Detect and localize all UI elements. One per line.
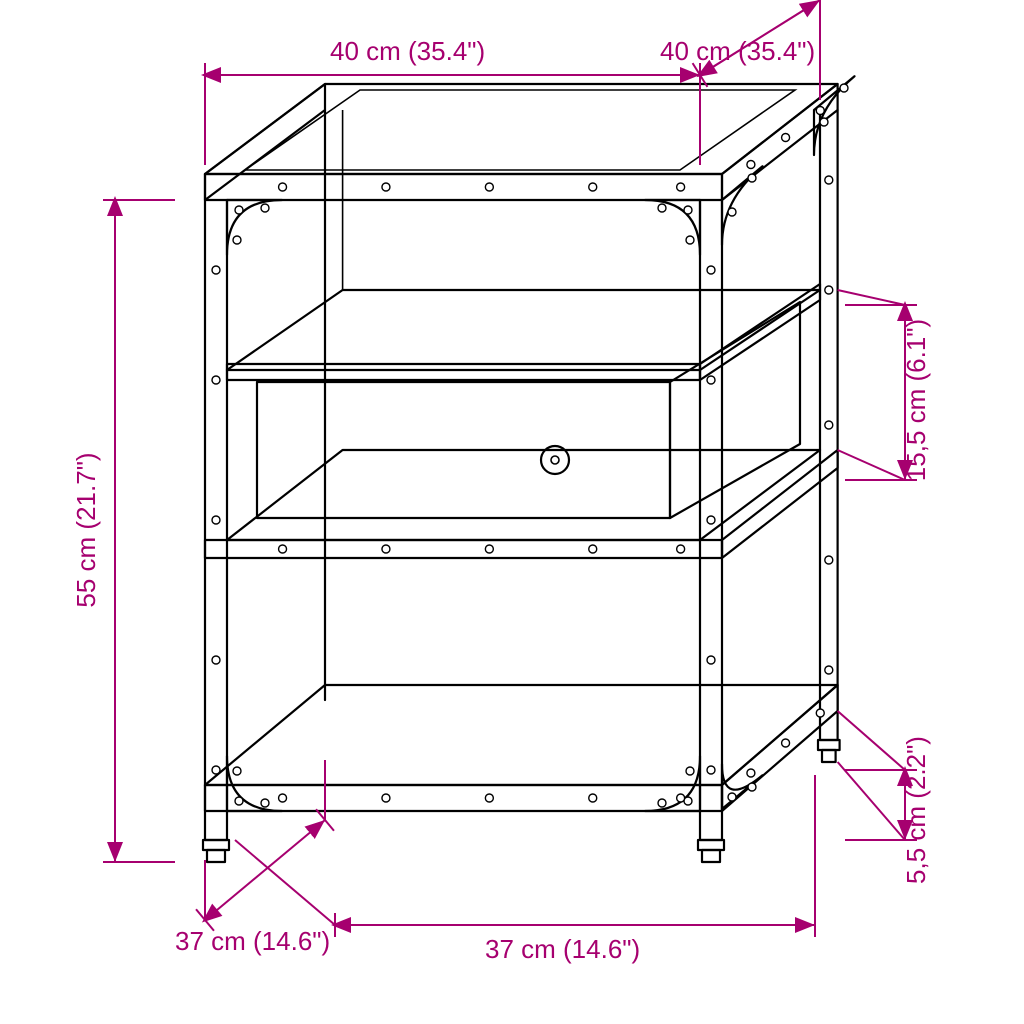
svg-text:40 cm (35.4"): 40 cm (35.4") [660,36,815,66]
svg-text:40 cm (35.4"): 40 cm (35.4") [330,36,485,66]
svg-text:37 cm (14.6"): 37 cm (14.6") [175,926,330,956]
svg-text:5,5 cm (2.2"): 5,5 cm (2.2") [901,736,931,884]
svg-text:55 cm (21.7"): 55 cm (21.7") [71,452,101,607]
svg-text:37 cm (14.6"): 37 cm (14.6") [485,934,640,964]
svg-text:15,5 cm (6.1"): 15,5 cm (6.1") [901,319,931,481]
